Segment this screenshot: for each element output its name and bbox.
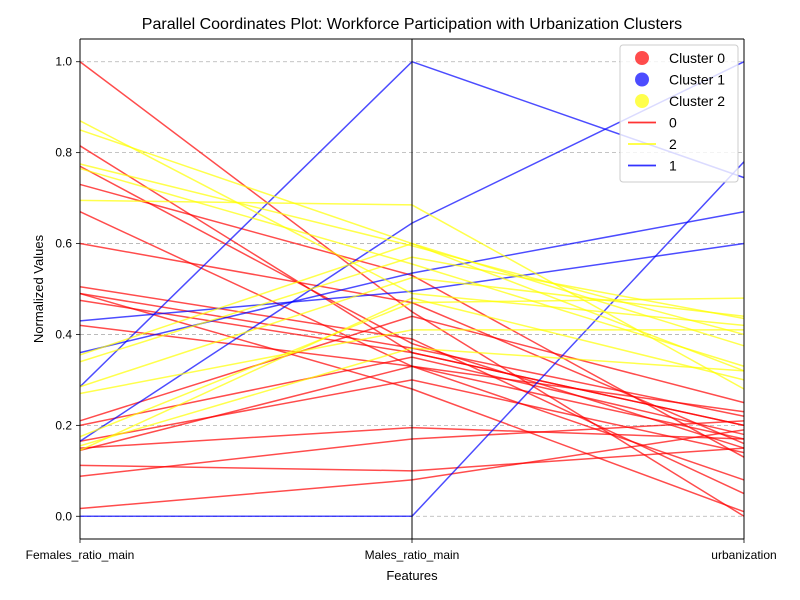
x-tick-label: urbanization bbox=[711, 548, 776, 562]
y-tick-label: 0.2 bbox=[55, 418, 72, 432]
axes-layer: 0.0 0.2 0.4 0.6 0.8 1.0 Females_ratio_main Male… bbox=[26, 38, 777, 562]
y-tick-label: 0.6 bbox=[55, 237, 72, 251]
y-tick-label: 1.0 bbox=[55, 55, 72, 69]
legend: Cluster 0 Cluster 1 Cluster 2 0 2 1 bbox=[619, 44, 739, 183]
legend-label: 1 bbox=[669, 158, 677, 174]
legend-box bbox=[619, 44, 739, 183]
legend-marker bbox=[635, 94, 649, 108]
y-tick-label: 0.0 bbox=[55, 509, 72, 523]
legend-label: Cluster 0 bbox=[669, 50, 725, 66]
y-axis-label: Normalized Values bbox=[31, 234, 46, 343]
x-tick-label: Males_ratio_main bbox=[365, 548, 460, 562]
x-axis-label: Features bbox=[386, 568, 438, 583]
y-tick-label: 0.8 bbox=[55, 146, 72, 160]
chart-title: Parallel Coordinates Plot: Workforce Par… bbox=[142, 16, 682, 33]
legend-marker bbox=[635, 51, 649, 65]
legend-label: 2 bbox=[669, 136, 677, 152]
y-tick-label: 0.4 bbox=[55, 327, 72, 341]
legend-marker bbox=[635, 72, 649, 87]
x-tick-label: Females_ratio_main bbox=[26, 548, 135, 562]
legend-label: Cluster 2 bbox=[669, 93, 725, 109]
legend-label: 0 bbox=[669, 115, 677, 131]
legend-label: Cluster 1 bbox=[669, 72, 725, 88]
